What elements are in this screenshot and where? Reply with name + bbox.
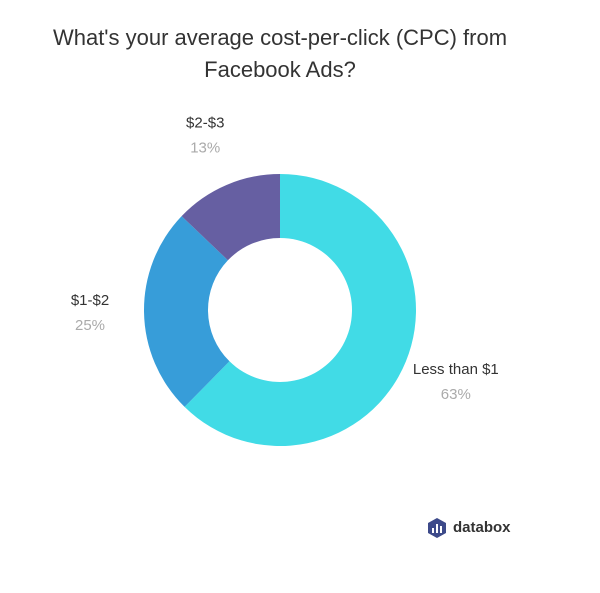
value-label: 63% [441,386,471,403]
donut-segment [184,174,417,447]
category-label: $1-$2 [71,292,109,309]
value-label: 13% [190,139,220,156]
logo-bar [432,528,434,533]
donut-segment [181,174,280,261]
category-label: $2-$3 [186,114,224,131]
logo-bar [436,524,438,533]
brand-name: databox [453,519,511,536]
donut-segment [144,216,230,407]
chart-title: What's your average cost-per-click (CPC)… [52,25,508,82]
value-label: 25% [75,317,105,334]
category-label: Less than $1 [413,361,499,378]
logo-bar [440,526,442,533]
brand-logo: databox [428,518,511,538]
